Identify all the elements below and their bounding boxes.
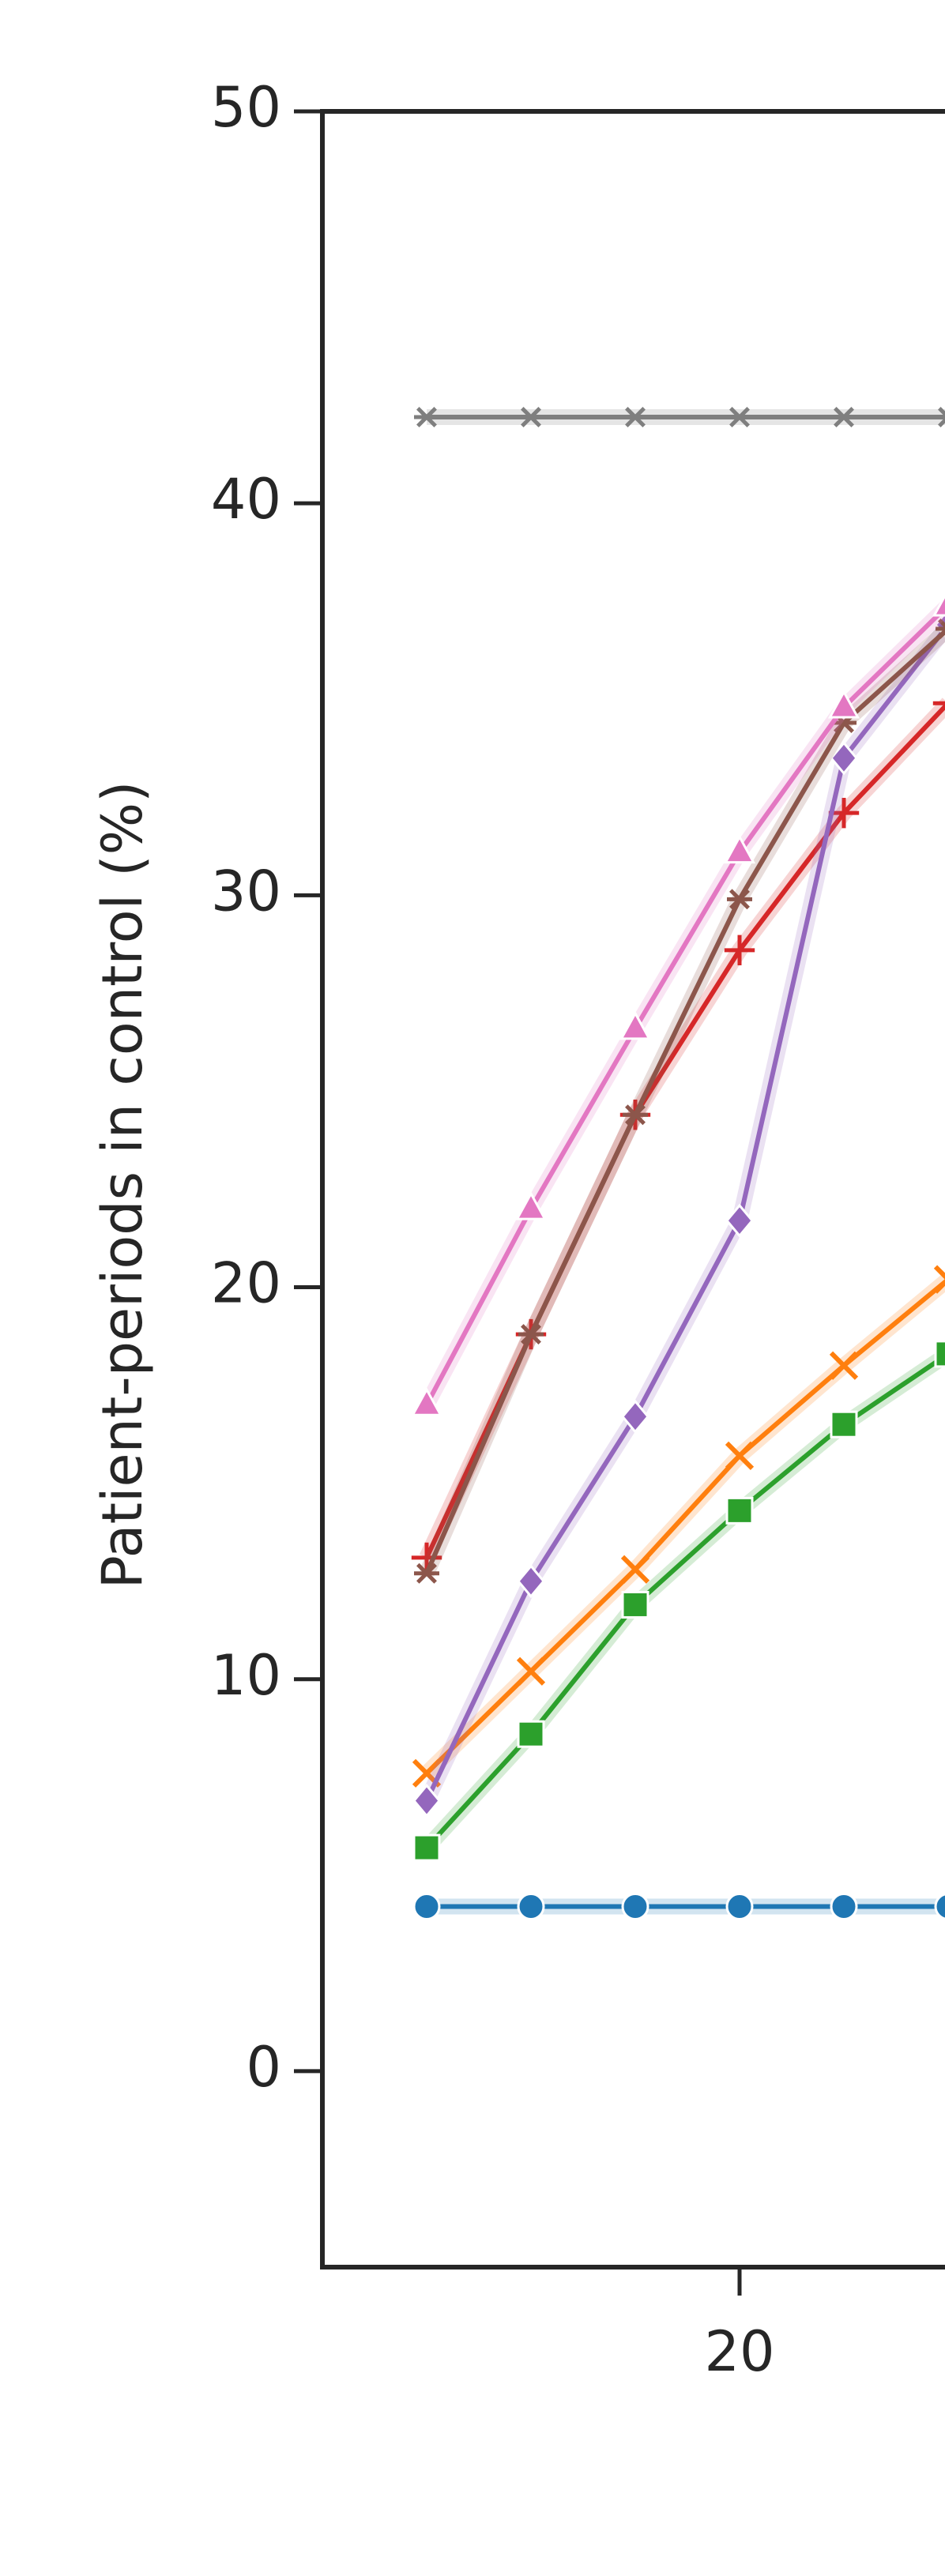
marker [518, 1324, 544, 1345]
marker [727, 889, 752, 910]
marker [725, 1441, 755, 1471]
series-line [424, 1352, 945, 1850]
series-line [424, 703, 945, 1559]
marker [518, 407, 544, 427]
marker [517, 1720, 545, 1748]
series-line [424, 1279, 945, 1775]
marker [619, 1010, 652, 1040]
marker [517, 1893, 545, 1921]
marker [414, 407, 439, 427]
marker [725, 1893, 754, 1921]
marker [514, 1190, 548, 1220]
marker [621, 1590, 649, 1619]
x-tick-label: 20 [704, 2319, 774, 2384]
marker [934, 1893, 945, 1920]
y-tick-label: 20 [211, 1251, 281, 1316]
marker [724, 935, 755, 966]
marker [725, 1496, 754, 1525]
marker [414, 1563, 439, 1584]
y-axis-label: Patient-periods in control (%) [90, 781, 155, 1589]
marker [936, 407, 945, 427]
y-tick-label: 10 [211, 1643, 281, 1708]
marker [932, 593, 945, 617]
marker [517, 1564, 545, 1599]
marker [830, 1410, 858, 1438]
y-tick-label: 0 [246, 2035, 281, 2100]
marker [723, 834, 756, 864]
marker [623, 1104, 648, 1126]
marker [827, 689, 860, 719]
marker [727, 407, 752, 427]
y-tick-label: 50 [211, 75, 281, 140]
marker [412, 1893, 441, 1921]
series-band [419, 619, 945, 1804]
marker [410, 1387, 443, 1416]
series-line [424, 628, 945, 1574]
marker [829, 1351, 859, 1380]
marker [934, 1340, 945, 1368]
axes-frame [320, 109, 945, 2270]
marker [830, 741, 858, 776]
series-line [424, 604, 945, 1406]
marker [932, 701, 945, 705]
marker [830, 1893, 858, 1921]
series-line [424, 625, 945, 1802]
series-band [420, 1347, 945, 1853]
marker [623, 407, 648, 427]
series-band [419, 698, 945, 1562]
marker [831, 407, 857, 427]
marker [725, 1203, 754, 1238]
y-tick-label: 30 [211, 859, 281, 923]
marker [412, 1833, 441, 1862]
marker [621, 1893, 649, 1921]
series-band [419, 622, 945, 1577]
marker [936, 618, 945, 639]
marker [412, 1784, 441, 1818]
marker [933, 1265, 945, 1294]
marker [620, 1555, 650, 1584]
marker [516, 1657, 546, 1686]
y-tick-label: 40 [211, 467, 281, 532]
marker [621, 1399, 649, 1434]
